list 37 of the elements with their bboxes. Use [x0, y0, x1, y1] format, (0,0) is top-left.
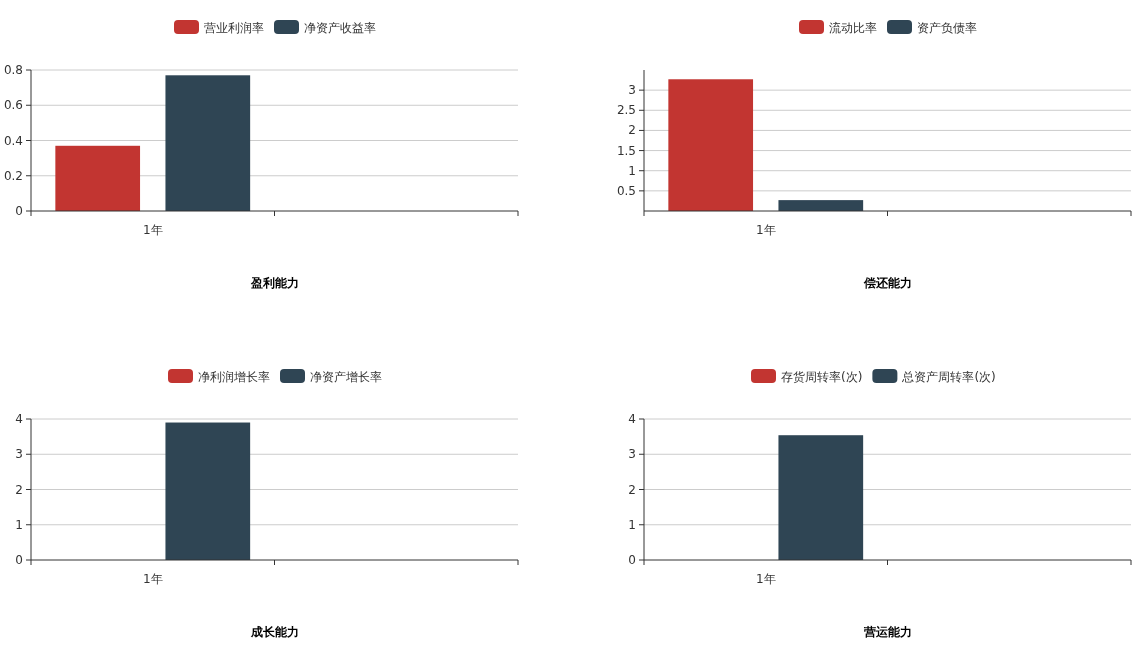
- text: 营运能力: [863, 625, 912, 639]
- y-tick-label: 0.5: [616, 183, 636, 198]
- x-tick-label: 1年: [142, 572, 163, 586]
- y-tick-label: 3: [15, 447, 23, 462]
- text: 偿还能力: [863, 276, 912, 290]
- y-tick-label: 2: [628, 482, 636, 497]
- y-tick-label: 4: [628, 412, 636, 426]
- x-tick-label: 1年: [755, 572, 776, 586]
- legend-label: 存货周转率(次): [781, 369, 863, 384]
- y-tick-label: 1: [628, 163, 636, 178]
- legend-label: 净利润增长率: [198, 369, 270, 384]
- y-tick-label: 2: [628, 123, 636, 138]
- y-tick-label: 1: [15, 517, 23, 532]
- text: 盈利能力: [250, 276, 299, 290]
- y-tick-label: 0.6: [3, 98, 23, 113]
- y-tick-label: 0.8: [3, 63, 23, 77]
- y-tick-label: 0: [15, 553, 23, 567]
- y-tick-label: 3: [628, 447, 636, 462]
- y-tick-label: 1.5: [616, 143, 636, 158]
- legend-label: 流动比率: [829, 20, 877, 35]
- legend-label: 净资产收益率: [304, 20, 376, 35]
- y-tick-label: 0.2: [3, 168, 23, 183]
- y-tick-label: 2.5: [616, 103, 636, 118]
- x-tick-label: 1年: [142, 223, 163, 237]
- y-tick-label: 3: [628, 83, 636, 98]
- y-tick-label: 0.4: [3, 133, 23, 148]
- legend-label: 总资产周转率(次): [901, 369, 996, 384]
- text: 成长能力: [250, 625, 299, 639]
- y-tick-label: 2: [15, 482, 23, 497]
- legend-label: 营业利润率: [204, 20, 264, 35]
- legend-label: 净资产增长率: [310, 369, 382, 384]
- x-tick-label: 1年: [755, 223, 776, 237]
- legend-label: 资产负债率: [917, 20, 977, 35]
- y-tick-label: 0: [628, 553, 636, 567]
- y-tick-label: 4: [15, 412, 23, 426]
- y-tick-label: 1: [628, 517, 636, 532]
- y-tick-label: 0: [15, 204, 23, 218]
